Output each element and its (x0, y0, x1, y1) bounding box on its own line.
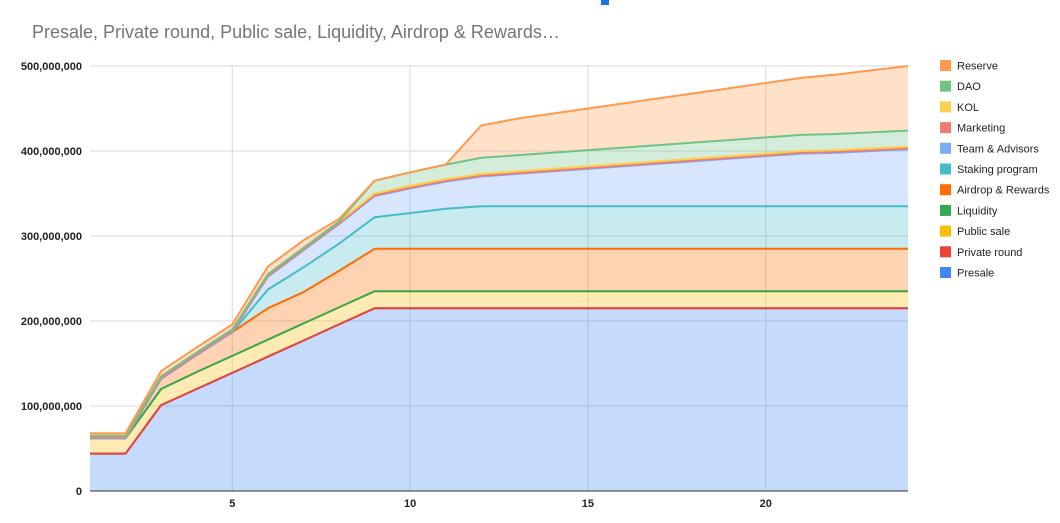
area-team-and-advisors (90, 149, 908, 439)
legend-item-team-and-advisors: Team & Advisors (940, 142, 1039, 155)
chart-title: Presale, Private round, Public sale, Liq… (32, 22, 560, 42)
legend-label: Marketing (957, 123, 1005, 135)
line-layer (90, 65, 909, 455)
series-line-marketing (90, 147, 909, 439)
legend-swatch (940, 80, 951, 92)
series-line-reserve (90, 65, 909, 435)
x-tick-label: 10 (404, 498, 416, 510)
legend: Reserve DAO KOL Marketing Team & Advisors Sta… (940, 60, 1050, 280)
series-line-liquidity (90, 290, 908, 440)
legend-swatch (940, 267, 951, 278)
legend-label: Staking program (957, 164, 1038, 176)
legend-label: Public sale (957, 226, 1010, 238)
legend-swatch (940, 163, 951, 175)
legend-label: Private round (957, 247, 1022, 259)
legend-item-dao: DAO (940, 80, 981, 93)
x-tick-label: 5 (229, 498, 235, 510)
area-reserve (90, 66, 908, 436)
legend-item-public-sale: Public sale (940, 225, 1010, 238)
x-tick-label: 15 (582, 498, 594, 510)
legend-swatch (940, 101, 951, 113)
legend-label: Liquidity (957, 205, 998, 217)
legend-swatch (940, 184, 951, 196)
legend-label: Team & Advisors (957, 143, 1039, 155)
legend-label: KOL (957, 102, 979, 114)
legend-swatch (940, 60, 951, 71)
top-accent-bar (601, 0, 609, 5)
legend-item-airdrop-and-rewards: Airdrop & Rewards (940, 184, 1050, 197)
legend-item-liquidity: Liquidity (940, 204, 998, 217)
legend-item-presale: Presale (940, 267, 994, 280)
area-presale (90, 308, 908, 491)
legend-swatch (940, 122, 951, 134)
legend-label: Presale (957, 268, 994, 280)
x-axis-ticks: 5 10 15 20 (229, 498, 772, 510)
area-public-sale (90, 291, 908, 454)
legend-swatch (940, 225, 951, 237)
area-staking-program (90, 206, 908, 439)
legend-item-marketing: Marketing (940, 122, 1005, 135)
area-layer (90, 66, 908, 491)
legend-label: Airdrop & Rewards (957, 185, 1050, 197)
y-tick-label: 100,000,000 (21, 401, 82, 413)
series-line-private-round (90, 307, 908, 455)
y-tick-label: 200,000,000 (21, 316, 82, 328)
legend-label: DAO (957, 81, 981, 93)
series-line-dao (90, 129, 909, 437)
y-tick-label: 400,000,000 (21, 146, 82, 158)
legend-item-kol: KOL (940, 101, 979, 114)
y-tick-label: 300,000,000 (21, 231, 82, 243)
x-tick-label: 20 (760, 498, 772, 510)
y-tick-label: 0 (76, 486, 82, 498)
legend-item-staking-program: Staking program (940, 163, 1038, 176)
legend-item-reserve: Reserve (940, 60, 998, 73)
y-axis-ticks: 0 100,000,000 200,000,000 300,000,000 400,00… (21, 61, 82, 498)
legend-label: Reserve (957, 61, 998, 73)
legend-swatch (940, 246, 951, 258)
y-tick-label: 500,000,000 (21, 61, 82, 73)
legend-swatch (940, 142, 951, 154)
legend-item-private-round: Private round (940, 246, 1022, 259)
legend-swatch (940, 204, 951, 216)
